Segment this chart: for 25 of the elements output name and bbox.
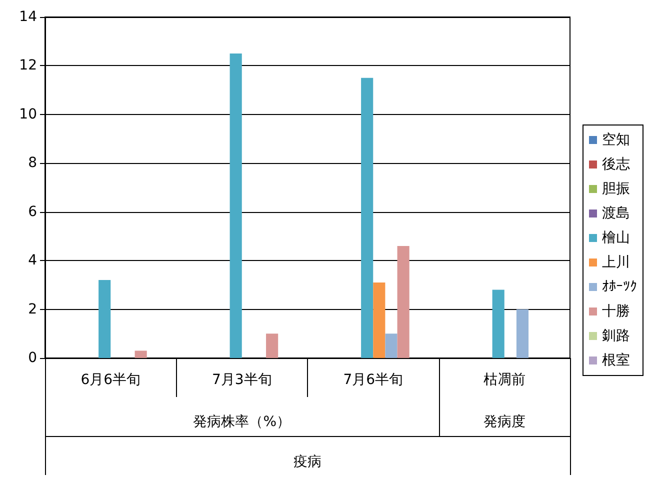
legend-label: 十勝 bbox=[602, 304, 630, 320]
y-tick-label: 2 bbox=[28, 301, 37, 318]
x-tick-label: 6月6半旬 bbox=[80, 372, 141, 388]
legend-label: 釧路 bbox=[602, 328, 630, 344]
y-tick-label: 6 bbox=[28, 204, 38, 220]
text: 発病度 bbox=[483, 414, 526, 430]
x-tick-label: 7月3半旬 bbox=[212, 372, 272, 388]
y-tick-label: 0 bbox=[28, 350, 37, 366]
legend-label: 檜山 bbox=[602, 230, 630, 246]
legend-label: 根室 bbox=[602, 352, 630, 368]
x-tick-label: 枯凋前 bbox=[483, 372, 526, 388]
legend-label: 空知 bbox=[602, 132, 630, 148]
legend-label: 胆振 bbox=[602, 181, 630, 197]
legend-label: 後志 bbox=[602, 156, 630, 172]
y-tick-label: 12 bbox=[19, 58, 37, 74]
legend-label: 上川 bbox=[602, 254, 630, 270]
y-tick-label: 4 bbox=[28, 252, 38, 269]
x-axis-title: 疫病 bbox=[294, 454, 322, 470]
x-tick-label: 7月6半旬 bbox=[343, 372, 404, 388]
text: 発病株率（%） bbox=[193, 414, 291, 430]
y-tick-label: 8 bbox=[28, 155, 37, 172]
legend-label: 渡島 bbox=[602, 206, 630, 222]
y-tick-label: 10 bbox=[19, 106, 37, 122]
legend-label: ｵﾎｰﾂｸ bbox=[602, 279, 637, 295]
y-tick-label: 14 bbox=[19, 9, 38, 25]
